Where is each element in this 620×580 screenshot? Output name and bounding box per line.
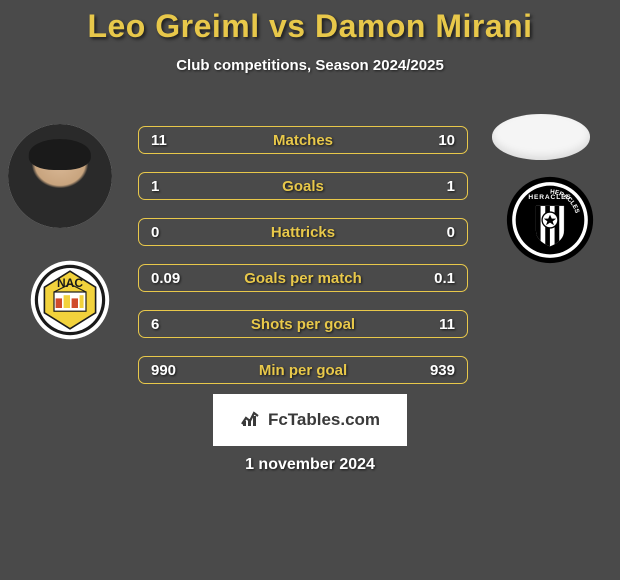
stat-label: Goals	[282, 178, 324, 195]
stat-value-right: 1	[447, 178, 455, 195]
page-subtitle: Club competitions, Season 2024/2025	[0, 57, 620, 74]
stat-value-right: 0	[447, 224, 455, 241]
brand-label: FcTables.com	[268, 410, 380, 430]
stat-value-right: 0.1	[434, 270, 455, 287]
stat-value-right: 11	[439, 316, 455, 333]
stat-value-left: 11	[151, 132, 167, 149]
stat-label: Goals per match	[244, 270, 362, 287]
stat-row: 0 Hattricks 0	[138, 218, 468, 246]
club-badge-right: HERACLES HERACLES	[506, 176, 594, 264]
stat-row: 0.09 Goals per match 0.1	[138, 264, 468, 292]
stat-value-left: 0.09	[151, 270, 180, 287]
stat-label: Shots per goal	[251, 316, 355, 333]
player-avatar-left	[8, 124, 112, 228]
stat-label: Hattricks	[271, 224, 335, 241]
stat-row: 11 Matches 10	[138, 126, 468, 154]
stat-row: 1 Goals 1	[138, 172, 468, 200]
branding-badge[interactable]: FcTables.com	[213, 394, 407, 446]
stat-label: Min per goal	[259, 362, 347, 379]
player-avatar-right	[492, 114, 590, 160]
stats-table: 11 Matches 10 1 Goals 1 0 Hattricks 0 0.…	[138, 126, 468, 402]
heracles-badge-icon: HERACLES HERACLES	[506, 176, 594, 264]
svg-text:HERACLES: HERACLES	[528, 194, 571, 201]
stat-value-left: 1	[151, 178, 159, 195]
stat-value-left: 6	[151, 316, 159, 333]
nac-badge-icon: NAC	[30, 260, 110, 340]
brand-chart-icon	[240, 408, 262, 433]
stat-value-left: 0	[151, 224, 159, 241]
page-title: Leo Greiml vs Damon Mirani	[0, 8, 620, 45]
stat-label: Matches	[273, 132, 333, 149]
club-badge-left: NAC	[30, 260, 110, 340]
avatar-placeholder	[8, 124, 112, 228]
comparison-card: Leo Greiml vs Damon Mirani Club competit…	[0, 0, 620, 580]
stat-row: 6 Shots per goal 11	[138, 310, 468, 338]
date-label: 1 november 2024	[245, 456, 375, 474]
stat-value-right: 10	[438, 132, 455, 149]
stat-value-right: 939	[430, 362, 455, 379]
stat-value-left: 990	[151, 362, 176, 379]
stat-row: 990 Min per goal 939	[138, 356, 468, 384]
